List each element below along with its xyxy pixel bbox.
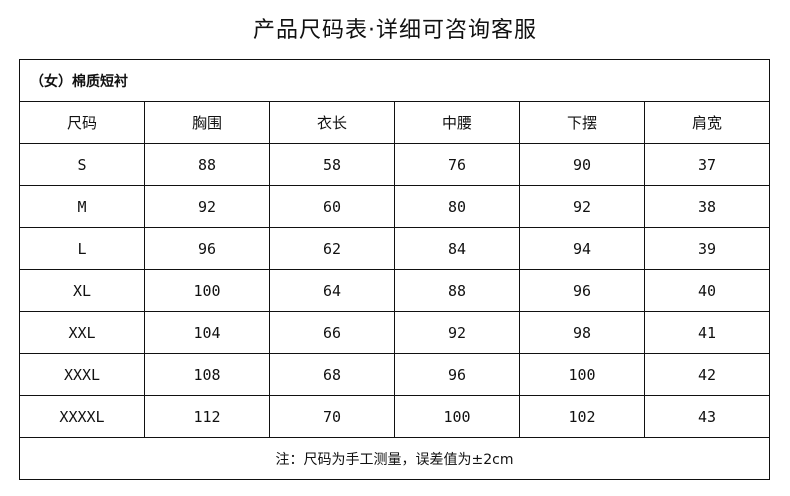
table-cell: 98 bbox=[519, 311, 645, 354]
table-cell: 64 bbox=[269, 269, 395, 312]
table-cell: 62 bbox=[269, 227, 395, 270]
table-cell: M bbox=[19, 185, 145, 228]
table-row: XL 100 64 88 96 40 bbox=[19, 269, 770, 312]
table-cell: 37 bbox=[644, 143, 770, 186]
table-cell: 76 bbox=[394, 143, 520, 186]
table-cell: 60 bbox=[269, 185, 395, 228]
table-cell: S bbox=[19, 143, 145, 186]
table-cell: XXXL bbox=[19, 353, 145, 396]
note-row: 注：尺码为手工测量，误差值为±2cm bbox=[19, 437, 770, 480]
table-cell: 70 bbox=[269, 395, 395, 438]
table-cell: 80 bbox=[394, 185, 520, 228]
table-cell: 100 bbox=[144, 269, 270, 312]
table-row: M 92 60 80 92 38 bbox=[19, 185, 770, 228]
header-row: 尺码 胸围 衣长 中腰 下摆 肩宽 bbox=[19, 101, 770, 144]
caption-row: （女）棉质短衬 bbox=[19, 59, 770, 102]
table-cell: XXXXL bbox=[19, 395, 145, 438]
table-cell: 92 bbox=[519, 185, 645, 228]
table-cell: 92 bbox=[394, 311, 520, 354]
column-header: 下摆 bbox=[519, 101, 645, 144]
table-cell: 68 bbox=[269, 353, 395, 396]
table-cell: 112 bbox=[144, 395, 270, 438]
table-cell: 94 bbox=[519, 227, 645, 270]
table-cell: L bbox=[19, 227, 145, 270]
table-cell: 39 bbox=[644, 227, 770, 270]
column-header: 肩宽 bbox=[644, 101, 770, 144]
table-cell: 43 bbox=[644, 395, 770, 438]
table-cell: 40 bbox=[644, 269, 770, 312]
table-cell: 84 bbox=[394, 227, 520, 270]
column-header: 尺码 bbox=[19, 101, 145, 144]
table-row: L 96 62 84 94 39 bbox=[19, 227, 770, 270]
table-cell: XL bbox=[19, 269, 145, 312]
table-cell: 96 bbox=[144, 227, 270, 270]
table-row: S 88 58 76 90 37 bbox=[19, 143, 770, 186]
table-cell: 92 bbox=[144, 185, 270, 228]
table-cell: 104 bbox=[144, 311, 270, 354]
table-caption: （女）棉质短衬 bbox=[19, 59, 770, 102]
table-cell: 58 bbox=[269, 143, 395, 186]
table-cell: 41 bbox=[644, 311, 770, 354]
table-cell: 100 bbox=[394, 395, 520, 438]
table-row: XXL 104 66 92 98 41 bbox=[19, 311, 770, 354]
column-header: 中腰 bbox=[394, 101, 520, 144]
table-cell: 102 bbox=[519, 395, 645, 438]
table-cell: 96 bbox=[519, 269, 645, 312]
table-cell: 96 bbox=[394, 353, 520, 396]
table-cell: 88 bbox=[144, 143, 270, 186]
table-cell: 88 bbox=[394, 269, 520, 312]
table-cell: XXL bbox=[19, 311, 145, 354]
table-cell: 38 bbox=[644, 185, 770, 228]
size-chart-table: （女）棉质短衬 尺码 胸围 衣长 中腰 下摆 肩宽 S 88 58 76 90 37 M 92 60 80 9… bbox=[19, 59, 770, 480]
table-row: XXXXL 112 70 100 102 43 bbox=[19, 395, 770, 438]
table-row: XXXL 108 68 96 100 42 bbox=[19, 353, 770, 396]
page-title: 产品尺码表·详细可咨询客服 bbox=[253, 18, 537, 43]
measurement-note: 注：尺码为手工测量，误差值为±2cm bbox=[19, 437, 770, 480]
column-header: 胸围 bbox=[144, 101, 270, 144]
table-cell: 108 bbox=[144, 353, 270, 396]
column-header: 衣长 bbox=[269, 101, 395, 144]
table-cell: 90 bbox=[519, 143, 645, 186]
table-cell: 100 bbox=[519, 353, 645, 396]
table-cell: 66 bbox=[269, 311, 395, 354]
table-cell: 42 bbox=[644, 353, 770, 396]
